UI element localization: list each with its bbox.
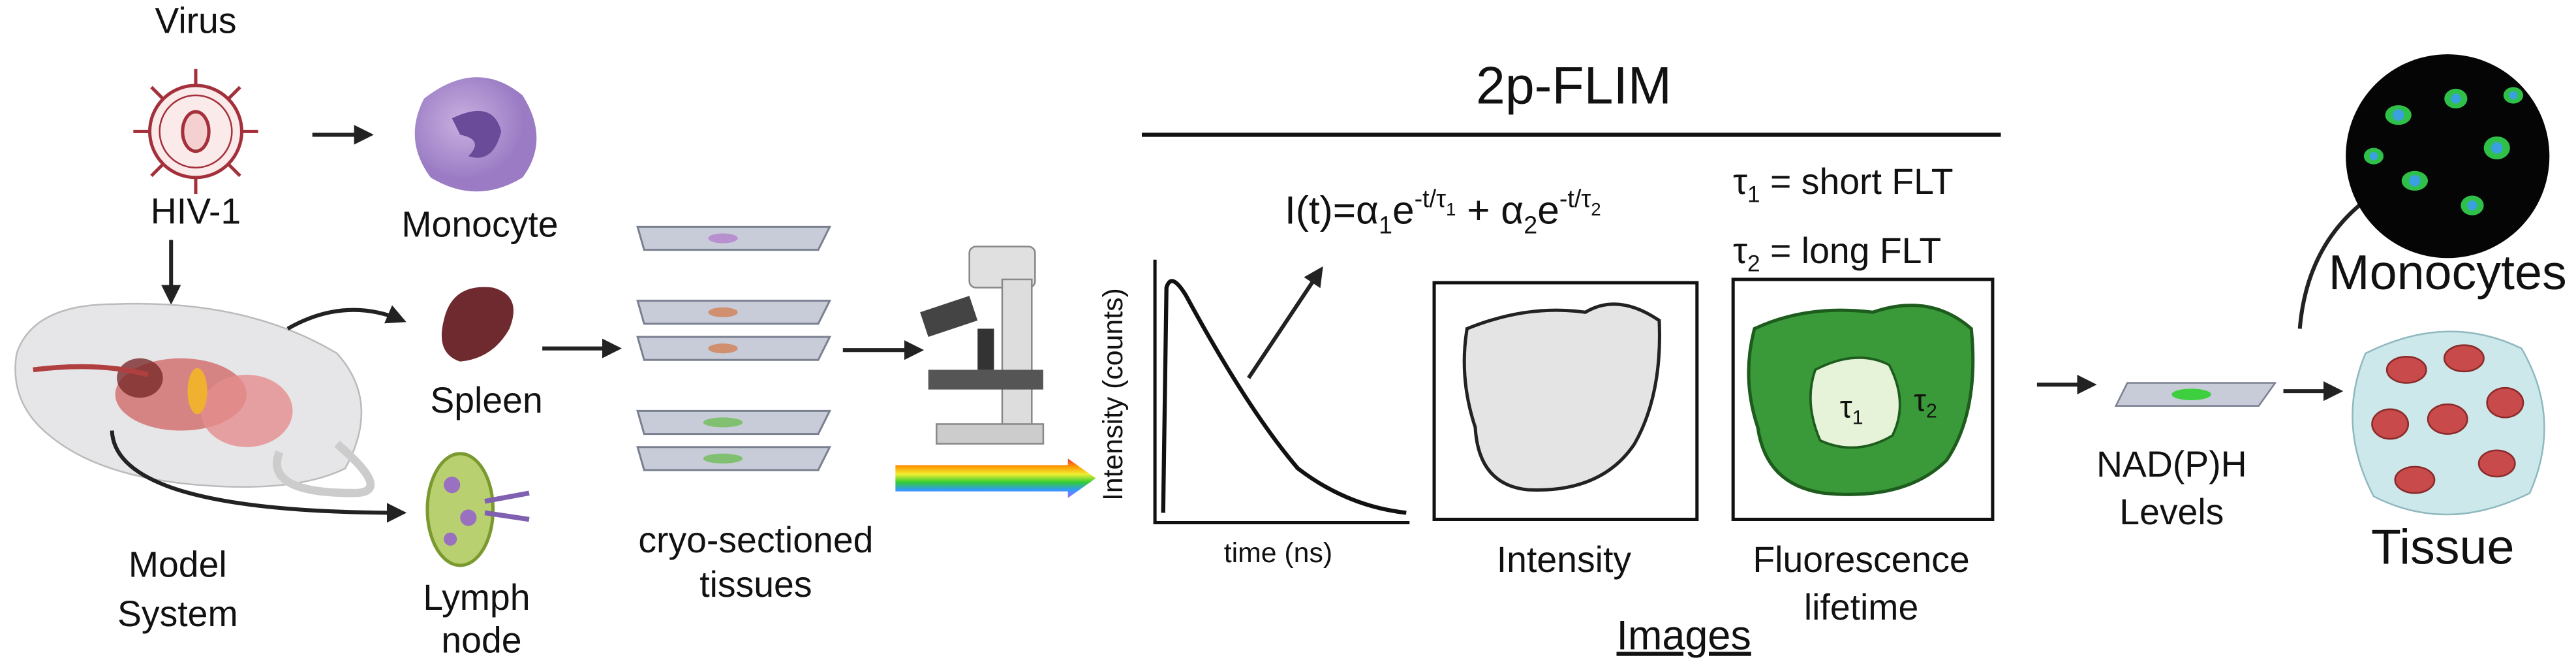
nadph-label-line: NAD(P)H (2096, 444, 2247, 484)
nadph-spot (2171, 388, 2211, 400)
x-axis-label: time (ns) (1224, 537, 1332, 569)
virus-title: Virus (155, 0, 236, 40)
lymph-label-line: Lymph (423, 577, 530, 618)
lymph-node-icon (425, 452, 530, 567)
images-label: Images (1617, 612, 1751, 658)
nadph-label-line: Levels (2119, 492, 2224, 532)
slides (636, 225, 832, 471)
intensity-label: Intensity (1497, 539, 1632, 580)
mouse-icon (14, 302, 375, 498)
tissue-icon (2352, 330, 2545, 516)
monocyte-label: Monocyte (401, 204, 558, 244)
formula: I(t)=α1e-t/τ1 + α2e-t/τ2 (1285, 185, 1601, 238)
lymph-label-line: node (441, 620, 521, 660)
y-axis-label: Intensity (counts) (1097, 288, 1129, 501)
microscope-icon (920, 245, 1045, 445)
lifetime-label-line: lifetime (1804, 587, 1918, 627)
monocytes-label: Monocytes (2329, 245, 2567, 300)
decay-curve (1161, 279, 1407, 515)
tissues-label-line: tissues (699, 564, 812, 605)
model-label-line: Model (129, 545, 227, 585)
monocyte-nucleus (452, 110, 502, 158)
tau-outer: τ2 (1914, 383, 1937, 422)
tau-inner: τ1 (1840, 390, 1863, 428)
graph-axes (1153, 259, 1410, 525)
virus-icon (133, 69, 258, 195)
tissues-label-line: cryo-sectioned (638, 520, 873, 560)
spleen-label: Spleen (430, 380, 542, 420)
intensity-blob (1462, 302, 1661, 492)
lifetime-inner (1809, 356, 1901, 449)
arrow (1247, 266, 1323, 379)
legend-item: τ1 = short FLT (1733, 161, 1953, 208)
virus-label: HIV-1 (151, 191, 241, 231)
arrow (110, 430, 407, 523)
monocytes-icon (2346, 54, 2550, 259)
laser-arrow (895, 458, 1096, 498)
arrow (286, 305, 406, 331)
legend-item: τ2 = long FLT (1733, 230, 1941, 277)
model-label-line: System (117, 593, 238, 634)
spleen-icon (441, 287, 514, 362)
tissue-label: Tissue (2371, 520, 2515, 575)
lifetime-label-line: Fluorescence (1753, 539, 1969, 580)
flim-title: 2p-FLIM (1476, 57, 1672, 116)
